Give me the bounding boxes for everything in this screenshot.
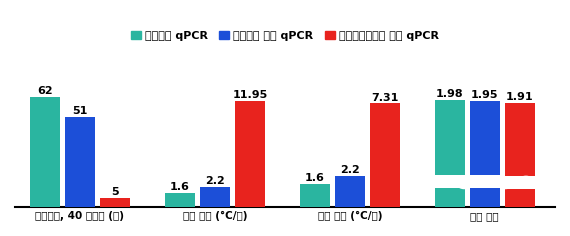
Text: 1.95: 1.95 bbox=[471, 90, 499, 100]
Text: 2.2: 2.2 bbox=[340, 165, 360, 175]
Bar bbox=[200, 187, 230, 207]
Bar bbox=[235, 101, 264, 207]
Bar bbox=[100, 198, 130, 207]
Text: 5: 5 bbox=[111, 187, 119, 197]
Bar bbox=[505, 103, 535, 176]
Bar bbox=[505, 189, 535, 207]
Text: 1.98: 1.98 bbox=[436, 89, 463, 99]
Bar bbox=[300, 184, 329, 207]
Text: 51: 51 bbox=[72, 106, 87, 116]
Bar bbox=[30, 97, 59, 207]
Bar bbox=[470, 188, 500, 207]
Bar bbox=[370, 103, 400, 207]
Bar bbox=[470, 101, 500, 175]
Bar bbox=[435, 188, 465, 207]
Text: 7.31: 7.31 bbox=[371, 93, 398, 103]
Text: 62: 62 bbox=[37, 86, 52, 96]
Legend: 상용화된 qPCR, 상용화된 고속 qPCR, 나노플라즈모닉 온칩 qPCR: 상용화된 qPCR, 상용화된 고속 qPCR, 나노플라즈모닉 온칩 qPCR bbox=[127, 26, 443, 45]
Bar bbox=[165, 193, 194, 207]
Bar bbox=[335, 176, 365, 207]
Text: 1.91: 1.91 bbox=[506, 92, 534, 102]
Text: 1.6: 1.6 bbox=[305, 173, 325, 183]
Bar bbox=[435, 100, 465, 175]
Text: 11.95: 11.95 bbox=[233, 90, 267, 100]
Text: 2.2: 2.2 bbox=[205, 177, 225, 186]
Bar bbox=[65, 117, 95, 207]
Text: 1.6: 1.6 bbox=[170, 182, 190, 192]
